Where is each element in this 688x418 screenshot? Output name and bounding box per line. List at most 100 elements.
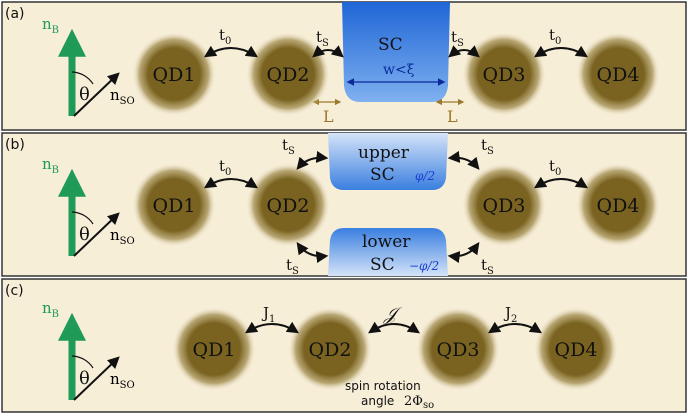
so-arrow-icon bbox=[73, 212, 120, 257]
jmid-arrow-icon bbox=[368, 321, 420, 334]
panel-a-tag: (a) bbox=[5, 6, 25, 22]
lead-left-label: L bbox=[323, 107, 334, 126]
t0-left-label: t0 bbox=[219, 26, 231, 47]
ts-lower-right-arrow-icon bbox=[447, 242, 480, 264]
angle-arc-icon bbox=[71, 71, 94, 85]
qd3-label: QD3 bbox=[483, 64, 526, 86]
lower-sc-block bbox=[328, 228, 448, 276]
rotation-value: 2Φso bbox=[404, 394, 434, 411]
qd1-label: QD1 bbox=[153, 64, 196, 86]
angle-label: θ bbox=[79, 224, 90, 245]
rotation-line2: angle bbox=[361, 394, 394, 408]
quantum-dot bbox=[576, 163, 660, 247]
lower-sc-label: SC bbox=[370, 255, 395, 275]
panel-b-tag: (b) bbox=[5, 137, 25, 153]
sc-width-label: w<ξ bbox=[383, 62, 415, 78]
qd3-label: QD3 bbox=[483, 195, 526, 217]
so-arrow-icon bbox=[73, 72, 120, 117]
so-label: nSO bbox=[110, 226, 135, 247]
ts-upper-right-label: tS bbox=[481, 136, 494, 157]
sc-block bbox=[342, 2, 450, 102]
ts-upper-left-arrow-icon bbox=[296, 150, 329, 170]
rotation-line1: spin rotation bbox=[345, 379, 421, 393]
t0-right-label: t0 bbox=[549, 157, 561, 178]
upper-sc-label: SC bbox=[370, 165, 395, 185]
qd3-label: QD3 bbox=[437, 339, 480, 361]
panel-c-tag: (c) bbox=[5, 283, 24, 299]
quantum-dot bbox=[288, 307, 372, 391]
angle-label: θ bbox=[79, 84, 90, 105]
t0-right-label: t0 bbox=[549, 26, 561, 47]
ts-lower-left-arrow-icon bbox=[296, 242, 329, 264]
ts-left-label: tS bbox=[316, 28, 329, 49]
quantum-dot bbox=[172, 307, 256, 391]
ts-upper-right-arrow-icon bbox=[447, 150, 480, 170]
t0-left-arrow-icon bbox=[203, 176, 259, 189]
qd2-label: QD2 bbox=[267, 195, 310, 217]
panel-c-vectors: θ nB nSO bbox=[42, 299, 135, 401]
panel-a-couplings: t0 tS tS t0 bbox=[203, 26, 589, 58]
quantum-dot bbox=[132, 32, 216, 116]
panel-b-couplings: t0 t0 tS tS tS tS bbox=[203, 136, 589, 277]
field-label: nB bbox=[42, 15, 59, 36]
quantum-dot bbox=[416, 307, 500, 391]
qd1-label: QD1 bbox=[153, 195, 196, 217]
panel-c-dots: QD1 QD2 QD3 QD4 bbox=[172, 307, 618, 391]
quantum-dot bbox=[462, 163, 546, 247]
qd1-label: QD1 bbox=[193, 339, 236, 361]
qd4-label: QD4 bbox=[597, 195, 640, 217]
quantum-dot bbox=[462, 32, 546, 116]
so-arrow-icon bbox=[73, 356, 120, 401]
quantum-dot bbox=[576, 32, 660, 116]
angle-label: θ bbox=[79, 368, 90, 389]
field-label: nB bbox=[42, 299, 59, 320]
ts-right-label: tS bbox=[451, 28, 464, 49]
so-label: nSO bbox=[110, 370, 135, 391]
ts-right-arrow-icon bbox=[448, 45, 480, 58]
lead-right-label: L bbox=[447, 107, 458, 126]
panel-b-lower-sc: lower SC −φ/2 bbox=[328, 228, 448, 276]
field-label: nB bbox=[42, 155, 59, 176]
j1-label: J1 bbox=[261, 304, 275, 325]
panel-c-rotation-note: spin rotation angle 2Φso bbox=[345, 379, 434, 411]
qd2-label: QD2 bbox=[267, 64, 310, 86]
upper-sc-word: upper bbox=[358, 143, 410, 163]
panel-b-vectors: θ nB nSO bbox=[42, 155, 135, 257]
qd4-label: QD4 bbox=[597, 64, 640, 86]
qd2-label: QD2 bbox=[309, 339, 352, 361]
j2-arrow-icon bbox=[487, 321, 543, 334]
t0-left-label: t0 bbox=[219, 157, 231, 178]
ts-upper-left-label: tS bbox=[282, 136, 295, 157]
panel-b-upper-sc: upper SC φ/2 bbox=[328, 133, 448, 190]
so-label: nSO bbox=[110, 86, 135, 107]
qd4-label: QD4 bbox=[555, 339, 598, 361]
upper-sc-phase: φ/2 bbox=[415, 169, 435, 183]
quantum-dot bbox=[132, 163, 216, 247]
ts-lower-left-label: tS bbox=[286, 256, 299, 277]
panel-b-dots: QD1 QD2 QD3 QD4 bbox=[132, 163, 660, 247]
panel-a-superconductor: SC w<ξ bbox=[342, 2, 450, 102]
t0-left-arrow-icon bbox=[203, 45, 259, 58]
quantum-dot bbox=[246, 32, 330, 116]
j1-arrow-icon bbox=[244, 321, 300, 334]
panel-b: (b) θ nB nSO upper SC φ/2 lower SC −φ/2 … bbox=[1, 132, 687, 277]
lower-sc-phase: −φ/2 bbox=[409, 259, 439, 273]
panel-c: (c) θ nB nSO QD1 QD2 QD3 QD4 J1 𝒥 J2 bbox=[1, 278, 687, 413]
quantum-dot bbox=[246, 163, 330, 247]
panel-a-dots: QD1 QD2 QD3 QD4 bbox=[132, 32, 660, 116]
angle-arc-icon bbox=[71, 355, 94, 369]
panel-a-vectors: θ nB nSO bbox=[42, 15, 135, 117]
ts-lower-right-label: tS bbox=[481, 256, 494, 277]
t0-right-arrow-icon bbox=[533, 176, 589, 189]
t0-right-arrow-icon bbox=[533, 45, 589, 58]
j2-label: J2 bbox=[503, 304, 517, 325]
panel-a: (a) θ nB nSO SC w<ξ L L QD1 bbox=[1, 1, 687, 131]
ts-left-arrow-icon bbox=[312, 45, 344, 58]
upper-sc-block bbox=[328, 133, 448, 190]
quantum-dot bbox=[534, 307, 618, 391]
lower-sc-word: lower bbox=[362, 232, 411, 252]
sc-label: SC bbox=[378, 35, 403, 55]
angle-arc-icon bbox=[71, 211, 94, 225]
